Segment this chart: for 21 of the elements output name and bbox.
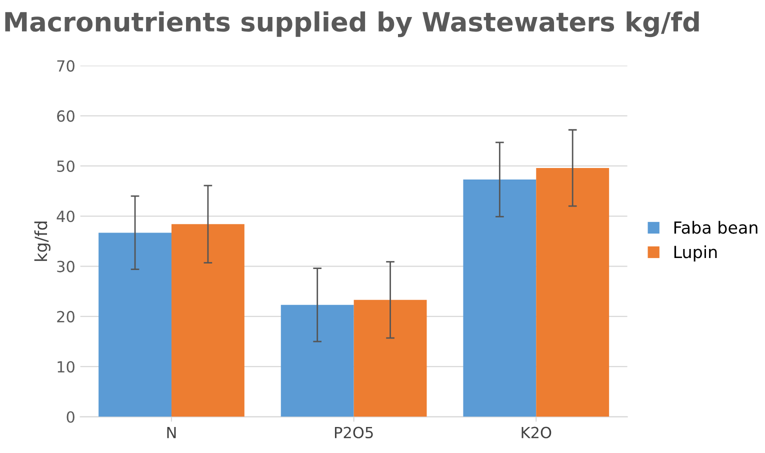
- bar: [171, 224, 244, 417]
- bar: [354, 300, 427, 417]
- x-tick-label: N: [167, 426, 176, 438]
- bar: [536, 168, 610, 417]
- y-tick-label: 50: [57, 160, 74, 172]
- y-tick-label: 30: [57, 260, 74, 272]
- y-tick-label: 10: [58, 361, 74, 373]
- y-tick-label: 70: [57, 60, 74, 72]
- bar: [280, 304, 354, 417]
- y-axis-title: kg/fd: [34, 222, 50, 261]
- bar: [98, 232, 172, 417]
- y-tick-label: 20: [57, 310, 74, 322]
- y-tick-label: 0: [66, 411, 74, 423]
- x-tick-label: K2O: [522, 426, 552, 438]
- legend-label: Faba bean: [674, 220, 758, 234]
- legend-label: Lupin: [674, 245, 717, 262]
- chart-title: Macronutrients supplied by Wastewaters kg/fd: [5, 11, 699, 38]
- y-tick-label: 60: [57, 110, 74, 122]
- y-tick-label: 40: [56, 210, 74, 222]
- x-tick-label: P2O5: [334, 426, 373, 438]
- bar: [463, 180, 536, 417]
